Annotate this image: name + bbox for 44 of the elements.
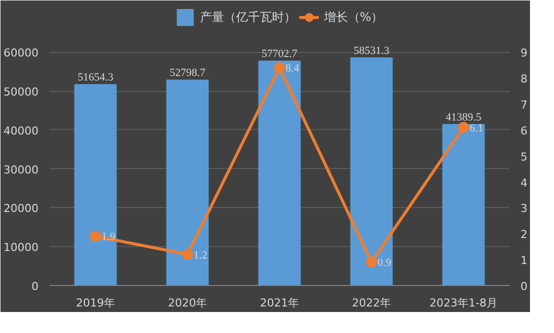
data-label: 0.9 [378,257,392,270]
y-tick-label: 20000 [4,202,39,216]
y2-tick-label: 3 [520,202,528,216]
y2-tick-label: 4 [520,176,528,190]
point [366,256,377,268]
x-tick-label: 2021年 [260,296,300,310]
bar [74,84,117,286]
x-tick-label: 2019年 [76,296,116,310]
data-label: 52798.7 [170,67,206,80]
y-tick-label: 30000 [4,163,39,176]
data-label: 57702.7 [262,48,298,60]
bar [442,124,485,286]
y-tick-label: 40000 [4,124,39,138]
y2-tick-label: 7 [520,98,528,112]
y2-tick-label: 8 [520,72,528,86]
data-label: 1.2 [194,249,208,262]
y-tick-label: 60000 [4,46,39,60]
bar [258,60,301,286]
legend-label: 增长（%） [324,8,384,26]
y-tick-label: 0 [32,280,38,293]
y2-tick-label: 6 [520,124,528,138]
bar [166,80,209,286]
data-label: 8.4 [286,62,300,75]
data-label: 1.9 [102,231,116,244]
point [90,230,101,242]
point [274,62,285,74]
data-label: 6.1 [470,122,484,134]
data-label: 41389.5 [446,112,482,124]
point [458,122,469,133]
y2-tick-label: 9 [520,46,528,60]
y2-tick-label: 5 [520,150,528,164]
data-label: 58531.3 [354,44,390,57]
y-tick-label: 50000 [4,86,39,99]
x-tick-label: 2020年 [168,296,208,310]
y-tick-label: 10000 [4,241,39,254]
y2-tick-label: 1 [520,254,528,268]
legend-label: 产量（亿千瓦时） [200,8,296,26]
point [182,248,193,260]
data-label: 51654.3 [78,72,114,84]
bar [350,57,393,286]
y2-tick-label: 2 [520,228,528,242]
x-tick-label: 2022年 [352,296,392,310]
x-tick-label: 2023年1-8月 [430,296,498,310]
y2-tick-label: 0 [520,280,528,293]
